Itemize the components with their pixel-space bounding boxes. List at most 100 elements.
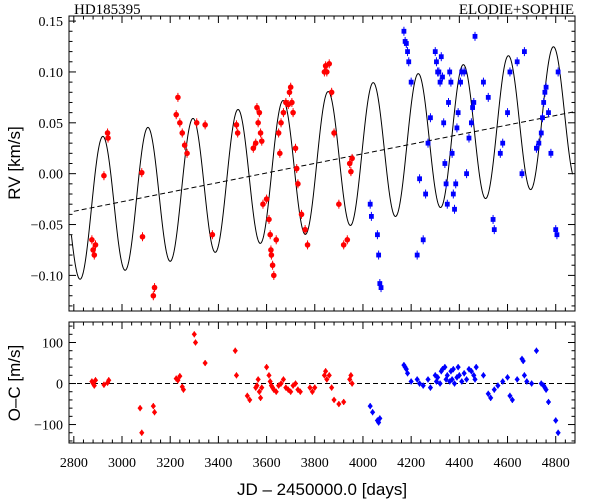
x-tick-label: 4800 [542,456,570,471]
tick-labels: 2800 3000 3200 3400 3600 3800 4000 4200 4400 4600… [31,15,570,471]
elodie-rv-point [331,130,337,136]
elodie-rv-point [268,252,275,258]
sophie-rv-point [437,79,443,85]
sophie-rv-point [401,28,407,34]
sophie-rv-point [459,69,465,75]
sophie-residual-point [427,384,434,391]
sophie-rv-point [367,201,373,207]
sophie-rv-point [536,140,542,146]
elodie-residual-point [283,384,289,391]
elodie-residual-point [297,388,303,395]
elodie-residual-point [276,382,282,389]
sophie-rv-point [497,150,503,156]
sophie-rv-point [540,115,545,121]
rv-panel-frame [68,15,576,312]
sophie-rv-point [538,130,544,136]
elodie-rv-point [289,99,295,106]
sophie-residual-point [468,368,474,375]
rv-y-tick-label: 0.05 [39,117,64,132]
sophie-residual-point [463,376,470,383]
elodie-residual-point [101,381,107,388]
sophie-residual-point [377,415,383,422]
sophie-rv-point [534,145,539,151]
elodie-rv-point [273,236,280,243]
sophie-residual-point [449,376,455,383]
elodie-residual-point [312,384,318,391]
elodie-rv-point [150,292,157,299]
sophie-residual-point [500,378,506,385]
sophie-residual-point [444,372,450,379]
x-tick-label: 2800 [60,456,88,471]
elodie-rv-point [344,236,351,243]
sophie-rv-point [378,285,384,291]
sophie-residual-point [459,378,465,385]
residual-y-tick-label: 100 [42,337,63,352]
sophie-rv-point [541,100,547,105]
elodie-residual-point [268,382,274,389]
sophie-rv-point [453,181,459,187]
residual-panel-frame [68,321,576,444]
sophie-residual-point [402,363,408,371]
elodie-rv-point [175,94,181,101]
sophie-rv-point [442,161,448,166]
rv-axis-ticks [69,16,576,311]
elodie-residual-point [244,392,250,400]
sophie-residual-point [414,376,420,383]
elodie-residual-point [232,347,238,354]
elodie-rv-point [263,196,270,202]
elodie-rv-point [304,242,311,248]
elodie-residual-point [324,376,330,383]
rv-y-tick-label: 0.00 [39,168,64,183]
elodie-residual-point [180,386,187,393]
elodie-residual-point [329,384,335,391]
sophie-residual-point [461,370,467,377]
elodie-residual-point [321,372,328,379]
elodie-residual-point [273,388,279,395]
elodie-rv-point [250,145,257,152]
elodie-rv-point [346,160,353,167]
elodie-residual-point [151,409,158,416]
elodie-rv-point [271,272,277,279]
sophie-rv-point [464,171,469,177]
elodie-rv-point [302,226,308,233]
elodie-residual-point [254,382,260,389]
sophie-rv-point [554,232,560,238]
residual-panel-content [69,331,575,436]
sophie-residual-point [509,396,515,404]
sophie-residual-point [443,376,449,383]
elodie-rv-point [252,140,259,146]
sophie-rv-point [522,49,527,55]
sophie-rv-point [438,54,444,60]
elodie-rv-point [234,130,241,136]
elodie-residual-point [191,331,197,338]
elodie-rv-point [260,201,266,207]
elodie-residual-point [323,368,329,375]
elodie-residual-point [271,386,277,393]
sophie-rv-point [455,110,461,116]
elodie-rv-point [326,61,333,67]
sophie-rv-point [505,110,510,116]
elodie-residual-point [92,377,99,384]
sophie-rv-point [444,201,450,207]
x-tick-label: 3200 [156,456,184,471]
sophie-rv-point [425,140,431,146]
elodie-residual-point [278,380,284,387]
elodie-residual-point [175,377,181,384]
elodie-rv-point [278,120,284,126]
sophie-rv-point [436,69,442,75]
sophie-rv-point [432,49,438,55]
x-tick-label: 4400 [445,456,473,471]
sophie-rv-point [447,69,453,75]
sophie-residual-point [471,372,477,379]
sophie-rv-point [377,281,383,286]
x-tick-label: 4000 [349,456,377,471]
sophie-rv-point [490,217,496,222]
sophie-rv-point [454,125,460,131]
x-tick-label: 3000 [108,456,136,471]
elodie-rv-point [256,109,263,116]
elodie-residual-point [349,380,355,387]
sophie-residual-point [416,380,423,387]
sophie-rv-point [514,59,520,65]
sophie-rv-point [542,89,548,95]
rv-y-tick-label: −0.10 [31,269,63,284]
